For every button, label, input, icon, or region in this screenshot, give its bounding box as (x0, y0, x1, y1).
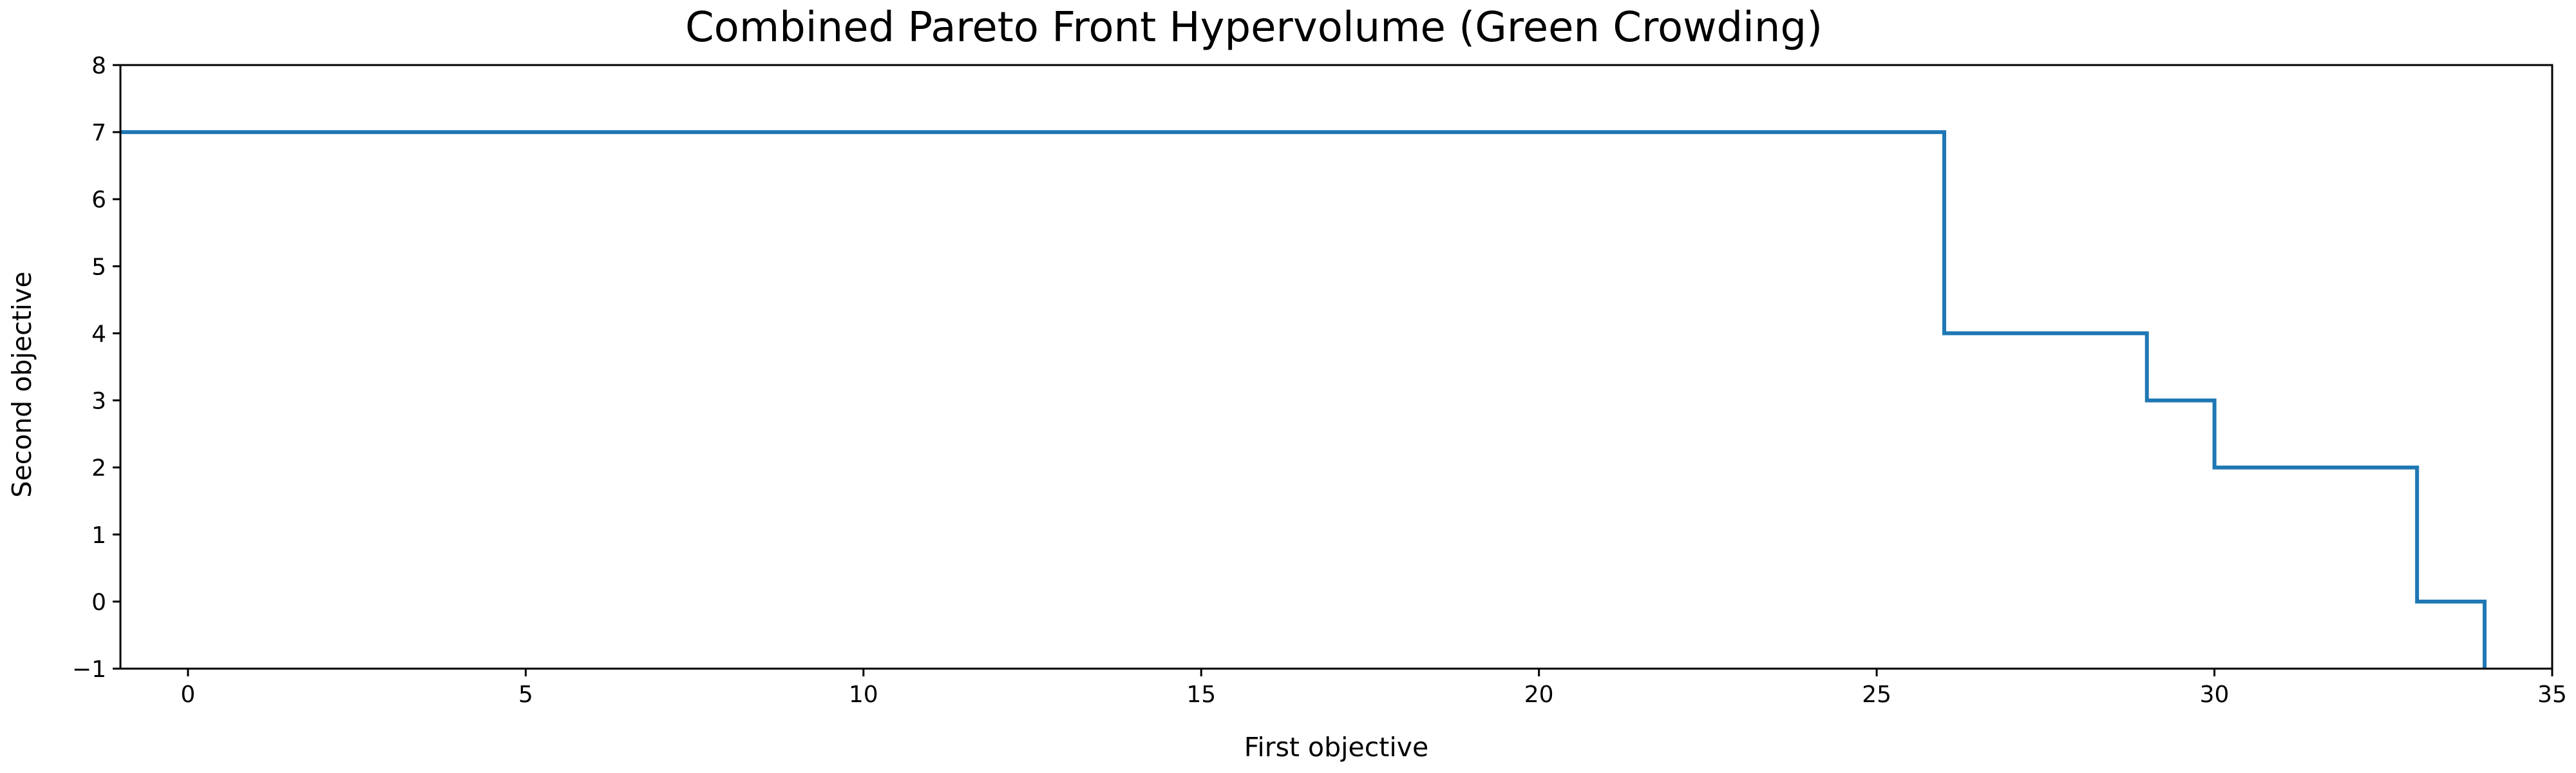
plot-area (120, 130, 2487, 669)
y-tick-label: 8 (91, 53, 106, 79)
y-tick-label: 3 (91, 388, 106, 415)
x-tick-label: 10 (849, 682, 878, 708)
x-axis-label: First objective (1244, 732, 1429, 763)
y-tick-label: 2 (91, 455, 106, 482)
y-tick-label: 0 (91, 589, 106, 616)
y-tick-label: 1 (91, 522, 106, 549)
x-tick-label: 35 (2537, 682, 2567, 708)
x-tick-label: 15 (1186, 682, 1216, 708)
y-axis-label: Second objective (6, 271, 37, 497)
series-line (120, 130, 2487, 669)
y-axis-ticks: −1 0 1 2 3 4 5 6 7 8 (72, 53, 120, 683)
x-tick-label: 20 (1524, 682, 1554, 708)
x-tick-label: 0 (180, 682, 195, 708)
chart-title: Combined Pareto Front Hypervolume (Green… (685, 4, 1823, 52)
y-tick-label: −1 (72, 656, 106, 683)
y-tick-label: 4 (91, 321, 106, 347)
y-tick-label: 7 (91, 120, 106, 146)
axes-frame (119, 64, 2553, 670)
y-tick-label: 5 (91, 254, 106, 280)
x-tick-label: 5 (518, 682, 533, 708)
x-tick-label: 30 (2200, 682, 2230, 708)
x-tick-label: 25 (1862, 682, 1891, 708)
x-axis-ticks: 0 5 10 15 20 25 30 35 (180, 669, 2567, 708)
y-tick-label: 6 (91, 187, 106, 213)
